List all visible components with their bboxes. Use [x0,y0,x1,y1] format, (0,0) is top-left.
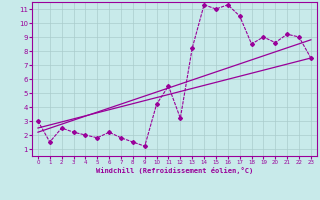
X-axis label: Windchill (Refroidissement éolien,°C): Windchill (Refroidissement éolien,°C) [96,167,253,174]
